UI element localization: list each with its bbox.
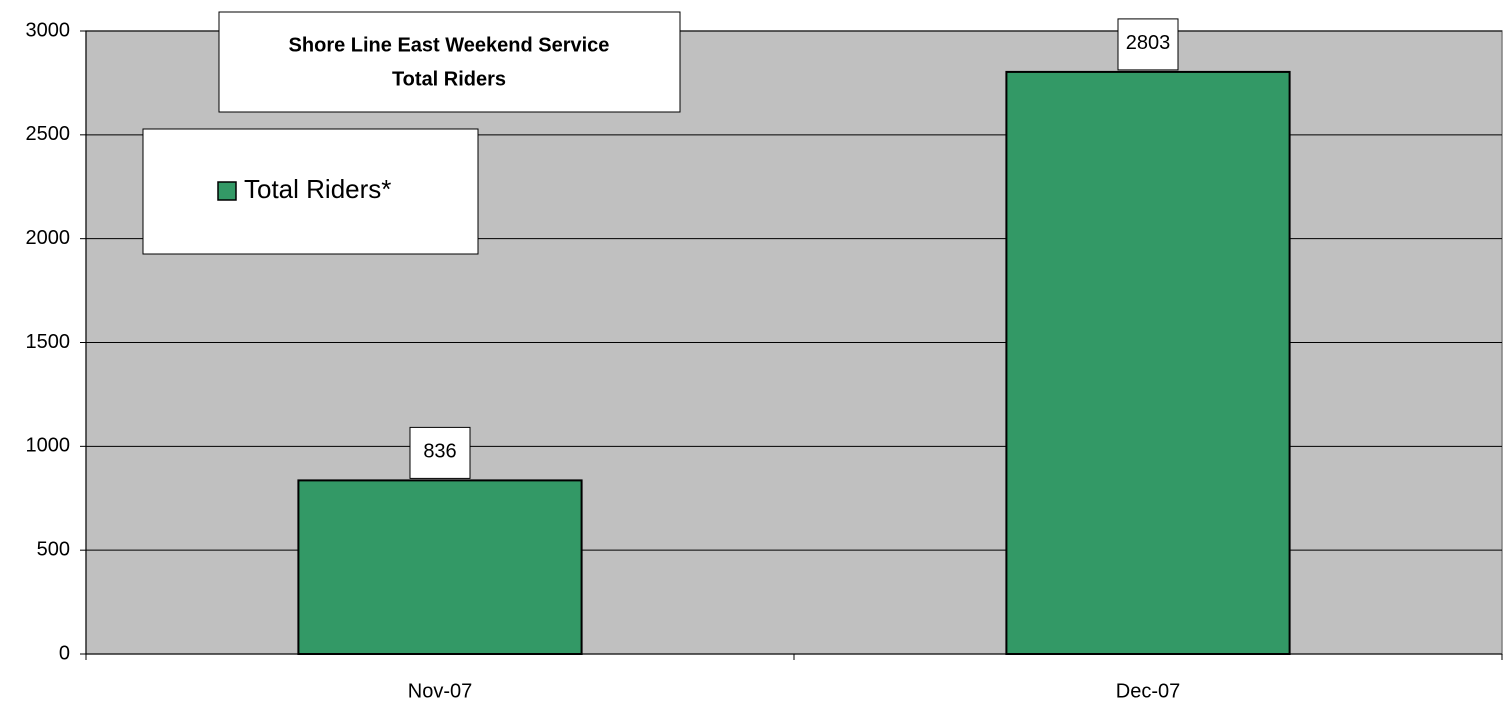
y-tick-label: 1500 [26, 331, 71, 353]
y-tick-label: 500 [37, 538, 70, 560]
y-tick-label: 0 [59, 642, 70, 664]
y-tick-label: 2000 [26, 227, 71, 249]
legend-swatch [217, 181, 237, 201]
y-tick-label: 2500 [26, 123, 71, 145]
data-label: 836 [423, 441, 456, 463]
legend-box [142, 128, 479, 255]
marks: 836 2803 [297, 18, 1291, 655]
x-tick-label: Dec-07 [1116, 680, 1180, 702]
y-tick-label: 1000 [26, 435, 71, 457]
data-label: 2803 [1126, 32, 1171, 54]
bar [297, 479, 583, 655]
data-label-box [1117, 18, 1179, 71]
y-tick-label: 3000 [26, 19, 71, 41]
legend-label: Total Riders* [244, 174, 391, 204]
bar [1005, 70, 1291, 655]
chart-title: Shore Line East Weekend Service [289, 34, 610, 56]
chart-title: Total Riders [392, 68, 506, 90]
data-label-box [409, 426, 471, 479]
title-box [218, 11, 681, 113]
x-tick-label: Nov-07 [408, 680, 472, 702]
